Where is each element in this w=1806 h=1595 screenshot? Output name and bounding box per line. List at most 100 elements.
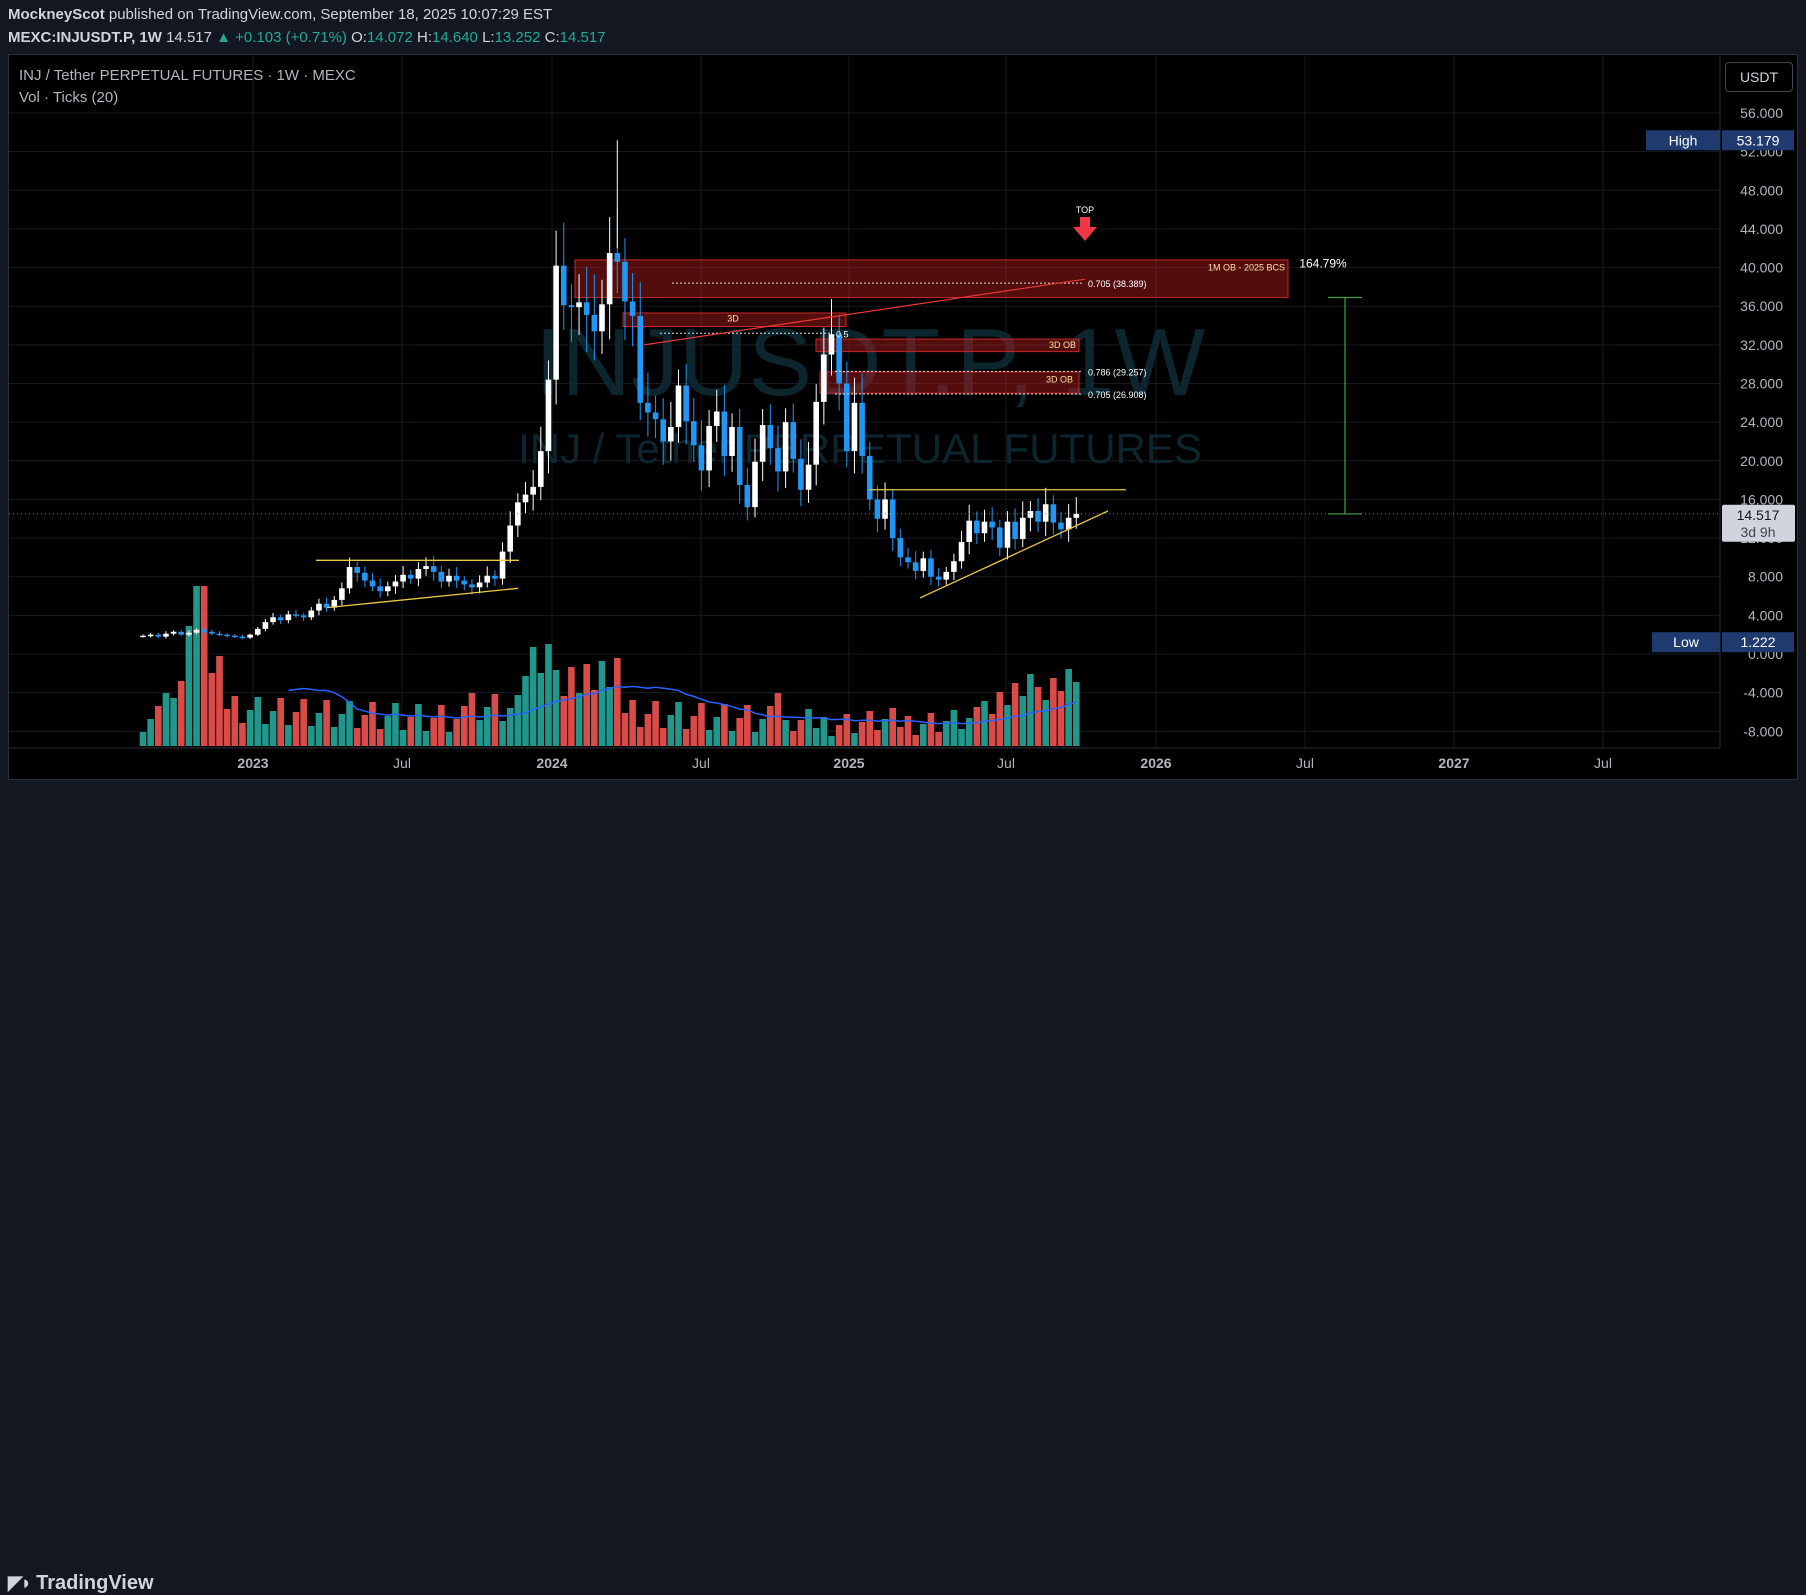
volume-bar <box>277 698 284 746</box>
candle-body <box>560 265 567 306</box>
volume-bar <box>644 714 652 746</box>
volume-bar <box>568 667 575 746</box>
y-tick-label: 24.000 <box>1740 414 1783 430</box>
candle-body <box>193 629 200 633</box>
candle-body <box>507 525 513 552</box>
top-marker-label: TOP <box>1076 205 1094 215</box>
volume-bar <box>499 721 506 746</box>
candle-body <box>147 634 154 637</box>
volume-bar <box>1073 682 1080 746</box>
candle-body <box>759 425 766 462</box>
volume-bar <box>254 697 262 746</box>
volume-bar <box>560 696 568 746</box>
volume-bar <box>415 704 422 746</box>
candle-body <box>1073 513 1080 518</box>
volume-bar <box>422 731 430 746</box>
volume-bar <box>491 694 499 746</box>
candle-body <box>362 572 368 581</box>
volume-bar <box>614 658 621 746</box>
volume-bar <box>1042 700 1049 746</box>
candle-body <box>170 631 177 634</box>
candle-body <box>706 426 712 471</box>
volume-bar <box>453 719 460 746</box>
candle-body <box>155 634 162 637</box>
candle-body <box>270 617 276 623</box>
low-value: 13.252 <box>494 29 541 46</box>
candle-body <box>568 305 575 308</box>
candle-body <box>140 635 146 638</box>
order-block-zones <box>574 259 1289 394</box>
volume-bar <box>338 714 346 746</box>
volume-bar <box>353 728 361 746</box>
candle-body <box>354 567 360 573</box>
zone-label-3d: 3D <box>727 314 739 324</box>
zone-label-3d-ob-2: 3D OB <box>1046 375 1073 385</box>
x-tick-label: Jul <box>692 755 710 771</box>
x-tick-label: 2027 <box>1438 755 1469 771</box>
volume-bar <box>522 676 529 746</box>
volume-bar <box>407 717 415 746</box>
low-value: 1.222 <box>1740 634 1775 650</box>
volume-bar <box>514 695 522 746</box>
chart-drawings: 1M OB - 2025 BCS 3D 3D OB 3D OB 0.705 (38.38… <box>9 205 1720 609</box>
volume-bar <box>751 732 759 746</box>
volume-bar <box>430 718 437 746</box>
candle-body <box>247 634 253 638</box>
volume-legend[interactable]: Vol · Ticks (20) <box>19 89 119 106</box>
last-price-value: 14.517 <box>1737 507 1780 523</box>
volume-bar <box>767 706 774 746</box>
volume-bar <box>200 586 208 746</box>
volume-bar <box>881 719 889 746</box>
candle-body <box>186 632 192 635</box>
candle-body <box>744 484 751 508</box>
volume-bar <box>973 707 981 746</box>
candle-body <box>492 575 498 579</box>
candle-body <box>721 411 728 456</box>
price-chart[interactable]: INJUSDT.P, 1W INJ / Tether PERPETUAL FUT… <box>0 0 1806 827</box>
candle-body <box>821 354 827 402</box>
volume-bar <box>445 732 453 746</box>
fib-05-label: 0.5 <box>836 329 849 339</box>
y-tick-label: 36.000 <box>1740 298 1783 314</box>
candle-body <box>637 315 644 403</box>
volume-bar <box>330 727 338 746</box>
candle-body <box>713 411 720 427</box>
volume-bar <box>392 703 399 746</box>
volume-bar <box>323 700 330 746</box>
candle-body <box>951 561 957 572</box>
candle-body <box>346 567 353 589</box>
volume-bar <box>361 715 369 746</box>
volume-bar <box>958 729 965 746</box>
chart-legend-title[interactable]: INJ / Tether PERPETUAL FUTURES · 1W · ME… <box>19 67 356 84</box>
tradingview-logo[interactable]: ◤◗ TradingView <box>8 1572 154 1595</box>
candle-body <box>163 633 169 637</box>
volume-bar <box>461 706 468 746</box>
support-2025 <box>919 510 1109 599</box>
candle-body <box>499 551 506 579</box>
chart-pane[interactable] <box>8 54 1798 780</box>
low-label: L: <box>482 29 495 46</box>
y-tick-label: 32.000 <box>1740 337 1783 353</box>
currency-button[interactable]: USDT <box>1725 62 1793 92</box>
candle-body <box>591 314 598 332</box>
volume-bar <box>1004 705 1011 746</box>
y-tick-label: 28.000 <box>1740 376 1783 392</box>
candle-body <box>790 422 797 459</box>
author-name[interactable]: MockneyScot <box>8 6 105 23</box>
candle-body <box>323 603 330 608</box>
high-value: 53.179 <box>1737 132 1780 148</box>
range-bottom-2023 <box>326 587 519 609</box>
candle-body <box>461 580 468 585</box>
volume-bar <box>736 718 743 746</box>
volume-bar <box>927 713 935 746</box>
volume-bar <box>797 720 805 746</box>
candle-body <box>1035 511 1041 522</box>
candle-body <box>736 426 743 485</box>
volume-bar <box>506 708 514 746</box>
fib-0786-label: 0.786 (29.257) <box>1088 367 1147 377</box>
volume-bar <box>965 718 973 746</box>
volume-bar <box>759 719 766 746</box>
volume-bar <box>889 708 896 746</box>
candle-body <box>599 304 605 332</box>
volume-bar <box>552 670 560 746</box>
